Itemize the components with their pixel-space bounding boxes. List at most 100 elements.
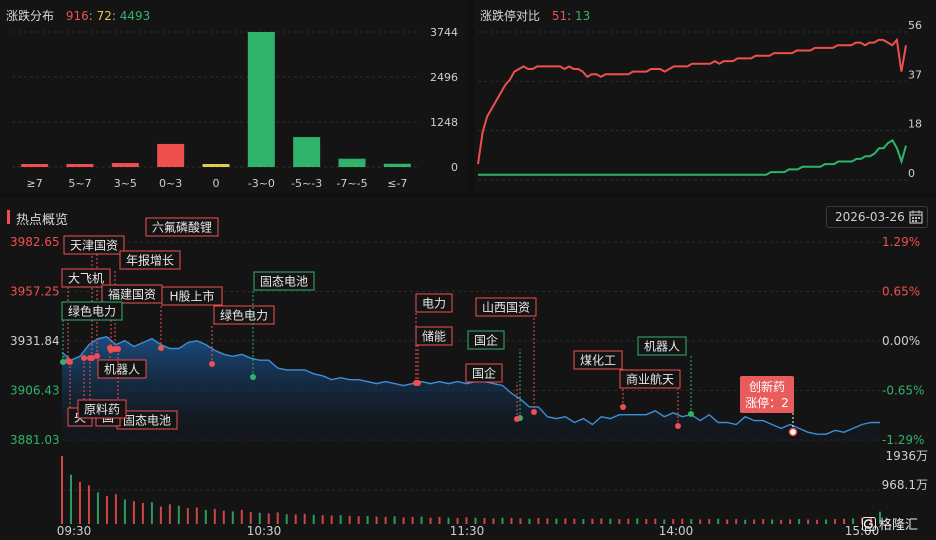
x-tick-label: ≤-7 <box>387 177 407 190</box>
hot-tag-label: 煤化工 <box>580 354 616 368</box>
tag-box <box>619 369 681 389</box>
tag-box <box>63 235 125 255</box>
sep-1: : <box>88 9 93 23</box>
tag-dot <box>415 380 421 386</box>
bar-0 <box>21 164 49 167</box>
bar-2 <box>111 163 139 167</box>
hot-tag-label: 机器人 <box>644 340 680 354</box>
x-tick-label: 3~5 <box>114 177 137 190</box>
tag-dot <box>94 353 100 359</box>
tag-box <box>161 286 223 306</box>
date-picker[interactable]: 2026-03-26 <box>826 206 928 228</box>
x-tick-label: -7~-5 <box>336 177 367 190</box>
y-tick-label: 3744 <box>430 26 458 39</box>
distribution-title: 涨跌分布 <box>6 9 55 23</box>
tag-dot <box>209 361 215 367</box>
tag-box <box>465 363 503 383</box>
y-tick-label: 1248 <box>430 116 458 129</box>
hot-overview-intraday-chart: 3982.65 1.29% 3957.25 0.65% 3931.84 0.00% 3906… <box>10 217 928 538</box>
y-tick-label: 2496 <box>430 71 458 84</box>
hot-tag-label: 年报增长 <box>126 253 174 268</box>
limit-compare-title: 涨跌停对比 <box>480 9 541 23</box>
callout-box <box>740 376 794 413</box>
tag-box <box>467 330 505 350</box>
x-tick-label: -3~0 <box>248 177 275 190</box>
limit-compare-header: 涨跌停对比 51: 13 <box>480 7 590 24</box>
tag-dot <box>107 345 113 351</box>
y-tick-label: 0 <box>908 167 915 180</box>
title-accent <box>7 210 10 224</box>
date-value: 2026-03-26 <box>835 210 905 224</box>
x-tick-label: 0 <box>213 177 220 190</box>
bar-5 <box>247 32 275 167</box>
tag-dot <box>688 411 694 417</box>
y-tick-label: 18 <box>908 118 922 131</box>
tag-box <box>77 399 127 419</box>
tag-box <box>253 271 315 291</box>
y-left-label: 3881.03 <box>10 433 60 447</box>
series-line-1 <box>478 139 907 176</box>
bar-4 <box>202 164 230 167</box>
hot-tag-label: H股上市 <box>169 289 214 304</box>
hot-tag-label: 绿色电力 <box>220 308 268 323</box>
tag-dot <box>531 409 537 415</box>
bar-1 <box>66 164 94 167</box>
up-count: 916 <box>65 9 89 23</box>
tag-box <box>97 359 147 379</box>
limit-compare-panel: 涨跌停对比 51: 13 56 37 18 0 <box>474 0 936 192</box>
tag-dot <box>675 423 681 429</box>
tag-dot <box>158 345 164 351</box>
x-tick-label: 09:30 <box>57 524 92 538</box>
distribution-bar-chart: 3744 2496 1248 0 ≥7 5~7 3~5 0~3 0 -3~0 -5~-3 -7~-5 ≤… <box>12 26 458 190</box>
tag-box <box>415 326 453 346</box>
limit-up-count: 51 <box>551 9 568 23</box>
tag-box <box>61 301 123 321</box>
hot-tag-label: 原料药 <box>84 403 120 417</box>
hot-tag-label: 山西国资 <box>482 301 530 315</box>
x-tick-label: 5~7 <box>68 177 91 190</box>
y-tick-label: 56 <box>908 19 922 32</box>
down-count: 4493 <box>119 9 151 23</box>
y-tick-label: 37 <box>908 68 922 81</box>
tag-dot <box>115 346 121 352</box>
tag-dot <box>67 359 73 365</box>
tag-box <box>213 305 275 325</box>
y-left-label: 3906.43 <box>10 384 60 398</box>
hot-tag-label: 六氟磷酸锂 <box>152 220 212 235</box>
y-right-label: 0.00% <box>882 334 920 348</box>
tag-box <box>145 217 219 237</box>
x-tick-label: 10:30 <box>247 524 282 538</box>
hot-tag-label: 固态电池 <box>260 275 308 289</box>
bar-3 <box>157 143 185 167</box>
watermark-text: 格隆汇 <box>879 518 919 533</box>
volume-tick-label: 968.1万 <box>882 478 928 492</box>
hot-tag-label: 机器人 <box>104 363 140 377</box>
hot-tag-label: 商业航天 <box>626 372 674 387</box>
y-right-label: -1.29% <box>882 433 924 447</box>
hot-tag-label: 大飞机 <box>68 272 104 286</box>
calendar-icon[interactable] <box>909 210 923 224</box>
distribution-panel: 涨跌分布 916: 72: 4493 3744 2496 1248 0 ≥7 5~7 3~5… <box>0 0 468 192</box>
y-left-label: 3982.65 <box>10 235 60 249</box>
callout-line1: 创新药 <box>749 379 785 394</box>
hot-tag-label: 国企 <box>472 366 496 381</box>
series-line-0 <box>477 37 907 165</box>
bar-6 <box>293 137 321 167</box>
tag-box <box>61 268 111 288</box>
distribution-header: 涨跌分布 916: 72: 4493 <box>6 7 150 24</box>
tag-box <box>573 350 623 370</box>
hot-tag-label: 天津国资 <box>70 239 118 253</box>
hot-tag-label: 储能 <box>422 329 446 344</box>
tag-dot <box>87 355 93 361</box>
tag-box <box>475 297 537 317</box>
x-tick-label: ≥7 <box>27 177 43 190</box>
tag-box <box>415 293 453 313</box>
tag-dot <box>514 416 520 422</box>
hot-overview-title: 热点概览 <box>16 213 69 228</box>
x-tick-label: -5~-3 <box>291 177 322 190</box>
bar-7 <box>338 158 366 167</box>
tag-dot <box>620 404 626 410</box>
tag-box <box>637 336 687 356</box>
x-tick-label: 0~3 <box>159 177 182 190</box>
flat-count: 72 <box>96 9 112 23</box>
